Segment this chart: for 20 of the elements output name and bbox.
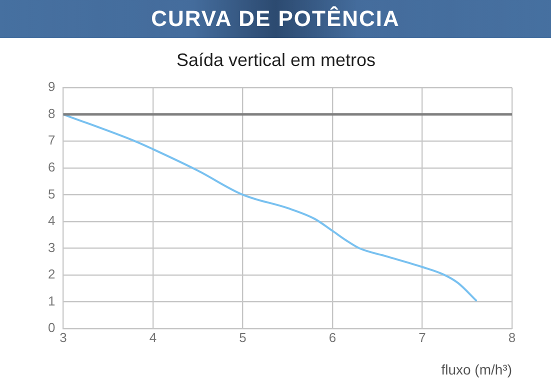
x-axis-title: fluxo (m/h³) bbox=[441, 361, 512, 378]
y-tick-label: 7 bbox=[48, 132, 56, 148]
y-tick-label: 3 bbox=[48, 240, 56, 255]
x-tick-label: 4 bbox=[149, 330, 157, 345]
y-tick-label: 2 bbox=[48, 266, 56, 282]
x-tick-label: 5 bbox=[239, 330, 246, 345]
y-tick-label: 6 bbox=[48, 160, 56, 175]
y-tick-label: 9 bbox=[48, 79, 56, 94]
x-tick-label: 7 bbox=[418, 330, 426, 345]
x-tick-label: 8 bbox=[508, 330, 516, 345]
x-tick-label: 6 bbox=[328, 330, 336, 345]
y-tick-label: 0 bbox=[48, 320, 56, 336]
x-tick-label: 3 bbox=[60, 330, 67, 345]
y-tick-label: 5 bbox=[48, 186, 56, 202]
chart-title: CURVA DE POTÊNCIA bbox=[151, 6, 400, 31]
line-series bbox=[63, 113, 478, 302]
y-tick-label: 8 bbox=[48, 106, 56, 121]
y-tick-label: 4 bbox=[48, 213, 56, 228]
y-tick-label: 1 bbox=[48, 293, 56, 308]
chart-subtitle: Saída vertical em metros bbox=[176, 50, 376, 70]
